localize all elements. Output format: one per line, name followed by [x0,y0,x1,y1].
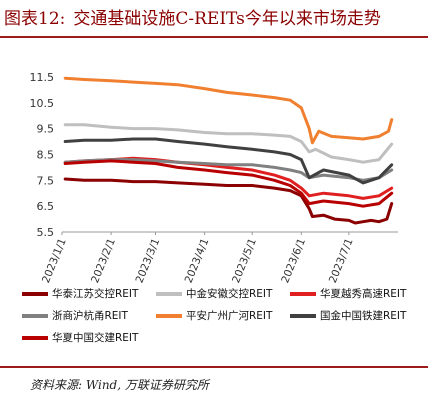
legend-swatch [22,291,48,296]
legend-label: 华夏中国交建REIT [52,332,139,344]
legend-label: 国金中国铁建REIT [320,310,407,322]
x-tick-label-4: 2023/5/1 [230,237,259,285]
source-note: 资料来源: Wind, 万联证券研究所 [30,378,209,392]
series-line-0 [63,177,394,225]
series-line-4 [63,76,394,145]
x-tick-label-1: 2023/2/1 [89,237,118,285]
legend-swatch [290,291,316,296]
legend-swatch [22,313,48,318]
x-tick-label-2: 2023/3/1 [133,237,162,285]
legend-item: 华夏越秀高速REIT [290,286,406,301]
chart-series [63,76,394,225]
legend-label: 中金安徽交控REIT [186,288,273,300]
legend-item: 国金中国铁建REIT [290,308,406,323]
legend-label: 平安广州广河REIT [186,310,273,322]
series-line-6 [63,159,394,208]
x-tick-label-3: 2023/4/1 [183,237,212,285]
line-chart: 5.5 6.5 7.5 8.5 9.5 10.5 11.5 2023/1/1 2023/2/1 2… [30,71,398,285]
x-tick-label-5: 2023/6/1 [279,237,308,285]
legend-label: 华夏越秀高速REIT [320,288,407,300]
legend-label: 华泰江苏交控REIT [52,288,139,300]
x-tick-label-6: 2023/7/1 [327,237,356,285]
series-line-1 [63,123,394,164]
x-tick-label-0: 2023/1/1 [40,237,69,285]
y-tick-label-5: 10.5 [30,97,55,110]
legend-swatch [156,313,182,318]
figure-number: 图表12: [4,9,66,29]
legend-swatch [22,335,48,340]
figure-title-text: 交通基础设施C-REITs今年以来市场走势 [73,9,381,29]
series-line-3 [63,158,394,182]
y-tick-label-1: 6.5 [37,200,55,213]
y-tick-label-2: 7.5 [37,174,55,187]
legend-item: 浙商沪杭甬REIT [22,308,128,323]
legend-item: 华泰江苏交控REIT [22,286,138,301]
y-tick-label-0: 5.5 [37,226,55,239]
y-tick-label-6: 11.5 [30,71,55,84]
legend-label: 浙商沪杭甬REIT [52,310,128,322]
y-tick-label-4: 9.5 [37,123,55,136]
series-line-5 [63,137,394,185]
source-divider [0,366,428,368]
title-divider [0,36,428,38]
legend-item: 中金安徽交控REIT [156,286,272,301]
legend-swatch [156,291,182,296]
legend-swatch [290,313,316,318]
figure-title: 图表12: 交通基础设施C-REITs今年以来市场走势 [4,4,424,34]
y-tick-label-3: 8.5 [37,148,55,161]
legend-item: 华夏中国交建REIT [22,330,138,345]
legend-item: 平安广州广河REIT [156,308,272,323]
